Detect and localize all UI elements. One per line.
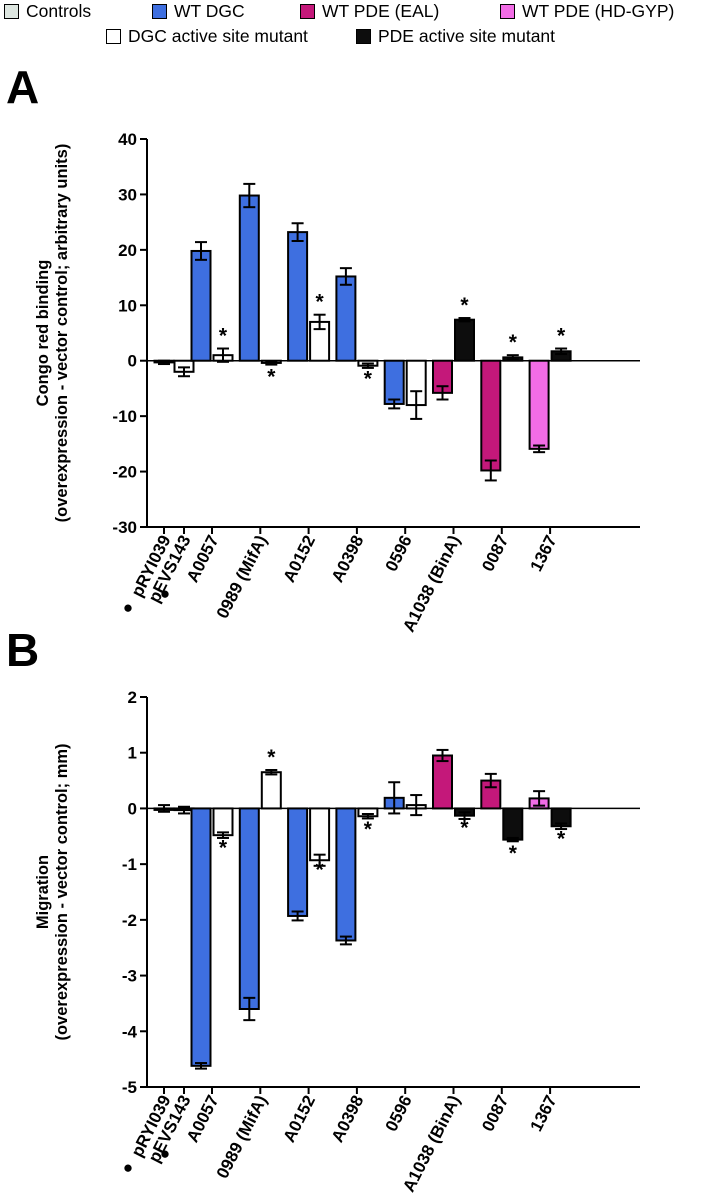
legend-swatch — [500, 4, 515, 19]
control-marker: ● — [123, 598, 133, 617]
y-tick-label: -20 — [112, 463, 137, 482]
significance-star: * — [267, 746, 276, 769]
x-tick-label: 1367 — [527, 1092, 561, 1134]
x-tick-label: 0087 — [478, 532, 512, 574]
y-axis-title: (overexpression - vector control; arbitr… — [53, 144, 71, 523]
bar-wt_dgc — [383, 359, 405, 405]
control-marker: ● — [160, 1144, 170, 1163]
significance-star: * — [364, 367, 373, 390]
legend-label: WT PDE (EAL) — [322, 1, 440, 21]
significance-star: * — [219, 836, 228, 859]
significance-star: * — [509, 842, 518, 865]
x-tick-label: 0989 (MifA) — [213, 532, 271, 621]
legend-item-0: Controls — [4, 1, 91, 22]
y-tick-label: 1 — [128, 744, 137, 763]
bar-wt_dgc — [287, 807, 309, 917]
legend-label: PDE active site mutant — [378, 26, 556, 46]
bar-wt_dgc — [335, 807, 357, 942]
x-tick-label: 1367 — [527, 532, 561, 574]
bar-wt_pde_eal — [480, 359, 502, 472]
significance-star: * — [460, 816, 469, 839]
significance-star: * — [460, 294, 469, 317]
chart-panel-a: -30 -20 -10 0 10 20 30 40 Congo red binding (over… — [34, 130, 640, 635]
legend-label: DGC active site mutant — [128, 26, 308, 46]
y-axis-title: Migration — [34, 855, 52, 929]
legend-item-2: WT PDE (EAL) — [300, 1, 439, 22]
bar-wt_pde_eal — [432, 754, 453, 810]
bar-wt_pde_hdgyp — [528, 359, 550, 450]
legend-item-1: WT DGC — [152, 1, 245, 22]
significance-star: * — [557, 325, 566, 348]
y-tick-label: -1 — [122, 855, 137, 874]
legend-label: WT PDE (HD-GYP) — [522, 1, 675, 21]
legend-swatch — [356, 29, 371, 44]
y-tick-label: 10 — [118, 296, 137, 315]
y-tick-label: -30 — [112, 518, 137, 537]
x-tick-label: 0596 — [382, 532, 416, 574]
bar-wt_dgc — [335, 275, 357, 362]
x-tick-label: 0087 — [478, 1092, 512, 1134]
significance-star: * — [219, 325, 228, 348]
y-tick-label: -10 — [112, 407, 137, 426]
panel-label-b: B — [6, 624, 39, 676]
x-tick-label: 0596 — [382, 1092, 416, 1134]
y-tick-label: 0 — [128, 352, 137, 371]
legend-swatch — [152, 4, 167, 19]
y-axis-title: (overexpression - vector control; mm) — [53, 743, 71, 1040]
y-tick-label: -5 — [122, 1078, 137, 1097]
y-tick-label: 0 — [128, 799, 137, 818]
y-tick-label: 20 — [118, 241, 137, 260]
bar-dgc_mutant — [212, 807, 234, 837]
bar-dgc_mutant — [309, 807, 331, 862]
control-marker: ● — [160, 584, 170, 603]
legend-item-3: WT PDE (HD-GYP) — [500, 1, 674, 22]
significance-star: * — [316, 859, 325, 882]
x-tick-label: A0152 — [279, 532, 319, 585]
y-tick-label: -4 — [122, 1022, 138, 1041]
legend-label: WT DGC — [174, 1, 245, 21]
figure-legend: Controls WT DGC WT PDE (EAL) WT PDE (HD-GYP… — [0, 0, 728, 52]
x-tick-label: 0989 (MifA) — [213, 1092, 271, 1181]
x-tick-label: A0398 — [328, 532, 368, 585]
control-marker: ● — [123, 1158, 133, 1177]
bar-wt_dgc — [287, 231, 309, 362]
significance-star: * — [557, 827, 566, 850]
legend-swatch — [106, 29, 121, 44]
y-tick-label: 30 — [118, 185, 137, 204]
x-tick-label: A0152 — [279, 1092, 319, 1145]
y-tick-label: -3 — [122, 967, 137, 986]
significance-star: * — [509, 331, 518, 354]
y-tick-label: -2 — [122, 911, 137, 930]
legend-item-5: PDE active site mutant — [356, 26, 555, 47]
bar-wt_dgc — [238, 194, 260, 362]
bar-pde_mutant — [502, 807, 524, 841]
bar-dgc_mutant — [260, 771, 282, 810]
bar-wt_dgc — [190, 807, 212, 1067]
y-tick-label: 2 — [128, 688, 137, 707]
chart-panel-b: -5 -4 -3 -2 -1 0 1 2 Migration (overexpression - … — [34, 688, 640, 1195]
significance-star: * — [364, 818, 373, 841]
legend-item-4: DGC active site mutant — [106, 26, 308, 47]
bar-wt_dgc — [190, 249, 212, 362]
bar-pde_mutant — [454, 318, 475, 362]
x-tick-label: A0398 — [328, 1092, 368, 1145]
bar-wt_dgc — [238, 807, 260, 1011]
legend-swatch — [4, 4, 19, 19]
legend-label: Controls — [26, 1, 92, 21]
y-axis-title: Congo red binding — [34, 260, 52, 407]
y-tick-label: 40 — [118, 130, 137, 149]
significance-star: * — [267, 365, 276, 388]
legend-swatch — [300, 4, 315, 19]
significance-star: * — [316, 291, 325, 314]
panel-label-a: A — [6, 61, 39, 113]
